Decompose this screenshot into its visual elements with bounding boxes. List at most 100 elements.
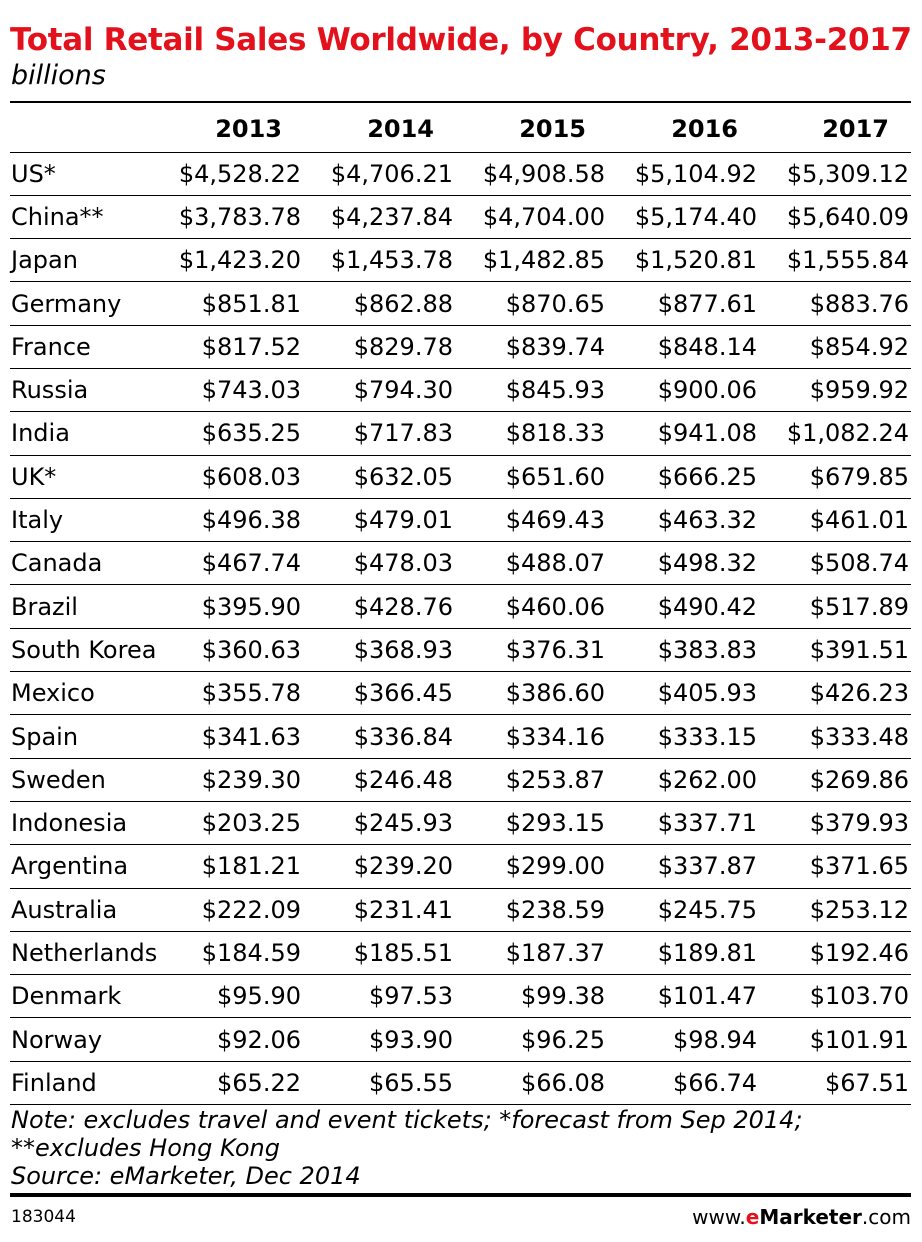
table-body: US* $4,528.22 $4,706.21 $4,908.58 $5,104.92 $… xyxy=(10,152,911,1106)
country-cell: Norway xyxy=(10,1017,160,1062)
table-row: Norway $92.06 $93.90 $96.25 $98.94 $101.91 xyxy=(10,1017,911,1062)
value-cell: $245.75 xyxy=(605,888,757,932)
table-row: Sweden $239.30 $246.48 $253.87 $262.00 $269.8… xyxy=(10,758,911,802)
value-cell: $488.07 xyxy=(453,541,605,586)
country-cell: Argentina xyxy=(10,844,160,889)
value-cell: $839.74 xyxy=(453,325,605,369)
table-row: India $635.25 $717.83 $818.33 $941.08 $1,082.… xyxy=(10,411,911,456)
value-cell: $877.61 xyxy=(605,281,757,326)
value-cell: $679.85 xyxy=(757,455,911,499)
table-row: Finland $65.22 $65.55 $66.08 $66.74 $67.51 xyxy=(10,1061,911,1106)
value-cell: $376.31 xyxy=(453,628,605,673)
value-cell: $239.20 xyxy=(301,844,453,889)
value-cell: $632.05 xyxy=(301,455,453,499)
value-cell: $1,423.20 xyxy=(160,238,301,283)
table-row: Indonesia $203.25 $245.93 $293.15 $337.71 $37… xyxy=(10,801,911,846)
value-cell: $238.59 xyxy=(453,888,605,932)
value-cell: $293.15 xyxy=(453,801,605,846)
header-year: 2017 xyxy=(757,103,911,153)
value-cell: $181.21 xyxy=(160,844,301,889)
value-cell: $262.00 xyxy=(605,758,757,802)
header-year: 2016 xyxy=(605,103,757,153)
header-year: 2014 xyxy=(301,103,453,153)
value-cell: $428.76 xyxy=(301,584,453,629)
value-cell: $517.89 xyxy=(757,584,911,629)
value-cell: $379.93 xyxy=(757,801,911,846)
brand-name: Marketer xyxy=(759,1205,862,1229)
value-cell: $333.15 xyxy=(605,714,757,759)
value-cell: $5,640.09 xyxy=(757,195,911,240)
value-cell: $4,706.21 xyxy=(301,152,453,196)
site-prefix: www. xyxy=(692,1205,746,1229)
value-cell: $66.74 xyxy=(605,1061,757,1106)
value-cell: $467.74 xyxy=(160,541,301,586)
value-cell: $391.51 xyxy=(757,628,911,673)
table-row: Canada $467.74 $478.03 $488.07 $498.32 $508.7… xyxy=(10,541,911,586)
table-row: Italy $496.38 $479.01 $469.43 $463.32 $461.01 xyxy=(10,498,911,543)
value-cell: $97.53 xyxy=(301,974,453,1019)
country-cell: Italy xyxy=(10,498,160,543)
value-cell: $941.08 xyxy=(605,411,757,456)
value-cell: $222.09 xyxy=(160,888,301,932)
header-country xyxy=(10,103,160,153)
value-cell: $870.65 xyxy=(453,281,605,326)
value-cell: $386.60 xyxy=(453,671,605,716)
value-cell: $461.01 xyxy=(757,498,911,543)
header-year: 2013 xyxy=(160,103,301,153)
table-row: Spain $341.63 $336.84 $334.16 $333.15 $333.48 xyxy=(10,714,911,759)
value-cell: $851.81 xyxy=(160,281,301,326)
value-cell: $231.41 xyxy=(301,888,453,932)
value-cell: $4,704.00 xyxy=(453,195,605,240)
value-cell: $469.43 xyxy=(453,498,605,543)
value-cell: $651.60 xyxy=(453,455,605,499)
country-cell: Indonesia xyxy=(10,801,160,846)
value-cell: $900.06 xyxy=(605,368,757,413)
value-cell: $883.76 xyxy=(757,281,911,326)
value-cell: $862.88 xyxy=(301,281,453,326)
value-cell: $1,555.84 xyxy=(757,238,911,283)
value-cell: $368.93 xyxy=(301,628,453,673)
country-cell: Australia xyxy=(10,888,160,932)
value-cell: $245.93 xyxy=(301,801,453,846)
value-cell: $4,237.84 xyxy=(301,195,453,240)
value-cell: $490.42 xyxy=(605,584,757,629)
table-row: Argentina $181.21 $239.20 $299.00 $337.87 $37… xyxy=(10,844,911,889)
value-cell: $334.16 xyxy=(453,714,605,759)
table-row: Mexico $355.78 $366.45 $386.60 $405.93 $426.2… xyxy=(10,671,911,716)
value-cell: $103.70 xyxy=(757,974,911,1019)
value-cell: $666.25 xyxy=(605,455,757,499)
value-cell: $337.87 xyxy=(605,844,757,889)
value-cell: $460.06 xyxy=(453,584,605,629)
value-cell: $5,174.40 xyxy=(605,195,757,240)
table-row: Germany $851.81 $862.88 $870.65 $877.61 $883.… xyxy=(10,281,911,326)
value-cell: $246.48 xyxy=(301,758,453,802)
value-cell: $405.93 xyxy=(605,671,757,716)
value-cell: $4,528.22 xyxy=(160,152,301,196)
value-cell: $203.25 xyxy=(160,801,301,846)
country-cell: Brazil xyxy=(10,584,160,629)
table-row: China** $3,783.78 $4,237.84 $4,704.00 $5,174… xyxy=(10,195,911,240)
value-cell: $496.38 xyxy=(160,498,301,543)
value-cell: $5,104.92 xyxy=(605,152,757,196)
value-cell: $743.03 xyxy=(160,368,301,413)
country-cell: Spain xyxy=(10,714,160,759)
chart-title: Total Retail Sales Worldwide, by Country… xyxy=(10,22,912,58)
country-cell: Germany xyxy=(10,281,160,326)
value-cell: $1,082.24 xyxy=(757,411,911,456)
value-cell: $479.01 xyxy=(301,498,453,543)
table-row: Australia $222.09 $231.41 $238.59 $245.75 $25… xyxy=(10,888,911,932)
table-row: Japan $1,423.20 $1,453.78 $1,482.85 $1,520.8… xyxy=(10,238,911,283)
value-cell: $187.37 xyxy=(453,931,605,976)
value-cell: $253.12 xyxy=(757,888,911,932)
value-cell: $794.30 xyxy=(301,368,453,413)
note-line: **excludes Hong Kong xyxy=(11,1134,280,1162)
value-cell: $4,908.58 xyxy=(453,152,605,196)
site-url: www.eMarketer.com xyxy=(692,1205,911,1229)
value-cell: $5,309.12 xyxy=(757,152,911,196)
value-cell: $498.32 xyxy=(605,541,757,586)
value-cell: $341.63 xyxy=(160,714,301,759)
value-cell: $239.30 xyxy=(160,758,301,802)
country-cell: UK* xyxy=(10,455,160,499)
country-cell: US* xyxy=(10,152,160,196)
value-cell: $65.55 xyxy=(301,1061,453,1106)
